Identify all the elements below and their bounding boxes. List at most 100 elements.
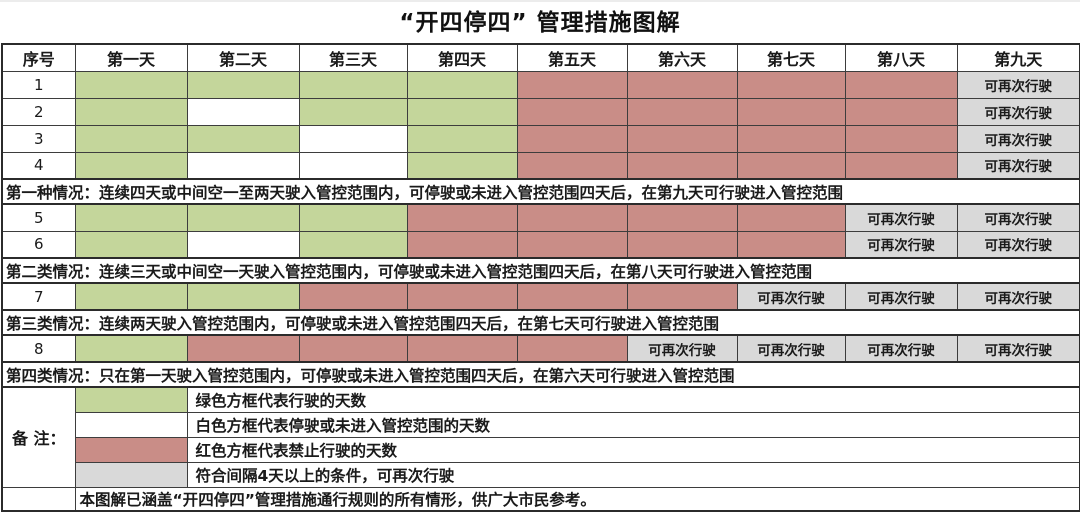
day-cell <box>406 282 518 311</box>
case-note-1: 第一种情况：连续四天或中间空一至两天驶入管控范围内，可停驶或未进入管控范围四天后… <box>1 178 1080 205</box>
legend-text-white: 白色方框代表停驶或未进入管控范围的天数 <box>186 411 1080 438</box>
row-number: 2 <box>1 97 76 126</box>
day-cell <box>298 230 408 259</box>
day-cell <box>626 124 738 153</box>
day-cell <box>298 282 408 311</box>
day-cell <box>74 334 188 363</box>
footer-note: 本图解已涵盖“开四停四”管理措施通行规则的所有情形，供广大市民参考。 <box>74 486 1080 512</box>
remarks-label: 备 注： <box>1 386 76 488</box>
day-cell <box>298 70 408 99</box>
legend-swatch-green <box>74 386 188 413</box>
day-cell <box>736 70 846 99</box>
day-cell <box>298 97 408 126</box>
row-number: 6 <box>1 230 76 259</box>
day-cell <box>406 230 518 259</box>
day-cell: 可再次行驶 <box>956 97 1080 126</box>
day-cell <box>516 203 628 232</box>
day-cell <box>516 282 628 311</box>
header-cell-index: 序号 <box>1 43 76 72</box>
row-number: 1 <box>1 70 76 99</box>
day-cell <box>298 203 408 232</box>
legend-row-white: 白色方框代表停驶或未进入管控范围的天数 <box>2 411 1080 438</box>
day-cell <box>516 97 628 126</box>
day-cell <box>736 124 846 153</box>
header-cell-day2: 第二天 <box>186 43 300 72</box>
day-cell: 可再次行驶 <box>626 334 738 363</box>
row-number: 7 <box>1 282 76 311</box>
day-cell <box>406 334 518 363</box>
day-cell: 可再次行驶 <box>956 282 1080 311</box>
case-note-text: 第一种情况：连续四天或中间空一至两天驶入管控范围内，可停驶或未进入管控范围四天后… <box>1 178 1080 205</box>
day-cell <box>626 282 738 311</box>
day-cell: 可再次行驶 <box>844 334 958 363</box>
empty-cell <box>1 486 76 512</box>
header-cell-day6: 第六天 <box>626 43 738 72</box>
table-row-7: 7 可再次行驶 可再次行驶 可再次行驶 <box>1 282 1080 311</box>
day-cell <box>736 151 846 180</box>
day-cell <box>186 151 300 180</box>
day-cell <box>74 203 188 232</box>
day-cell: 可再次行驶 <box>844 230 958 259</box>
header-cell-day3: 第三天 <box>298 43 408 72</box>
day-cell: 可再次行驶 <box>956 70 1080 99</box>
top-strip <box>0 0 1080 3</box>
day-cell <box>298 151 408 180</box>
day-cell: 可再次行驶 <box>956 203 1080 232</box>
day-cell: 可再次行驶 <box>736 282 846 311</box>
header-cell-day7: 第七天 <box>736 43 846 72</box>
legend-swatch-red <box>74 436 188 463</box>
case-note-text: 第二类情况：连续三天或中间空一天驶入管控范围内，可停驶或未进入管控范围四天后，在… <box>1 257 1080 284</box>
day-cell <box>186 70 300 99</box>
day-cell: 可再次行驶 <box>844 282 958 311</box>
day-cell <box>406 151 518 180</box>
day-cell <box>74 230 188 259</box>
table-row-2: 2 可再次行驶 <box>1 97 1080 126</box>
day-cell <box>626 151 738 180</box>
day-cell <box>298 334 408 363</box>
day-cell <box>74 151 188 180</box>
day-cell <box>186 97 300 126</box>
case-note-text: 第四类情况：只在第一天驶入管控范围内，可停驶或未进入管控范围四天后，在第六天可行… <box>1 361 1080 388</box>
legend-text-green: 绿色方框代表行驶的天数 <box>186 386 1080 413</box>
legend-row-green: 备 注： 绿色方框代表行驶的天数 <box>1 386 1080 488</box>
row-number: 3 <box>1 124 76 153</box>
table-row-8: 8 可再次行驶 可再次行驶 可再次行驶 可再次行驶 <box>1 334 1080 363</box>
day-cell: 可再次行驶 <box>956 230 1080 259</box>
header-cell-day5: 第五天 <box>516 43 628 72</box>
header-cell-day9: 第九天 <box>956 43 1080 72</box>
day-cell <box>516 70 628 99</box>
day-cell <box>74 97 188 126</box>
row-number: 5 <box>1 203 76 232</box>
day-cell <box>186 282 300 311</box>
day-cell <box>736 230 846 259</box>
legend-swatch-white <box>74 411 188 438</box>
day-cell <box>626 97 738 126</box>
header-cell-day4: 第四天 <box>406 43 518 72</box>
day-cell: 可再次行驶 <box>736 334 846 363</box>
day-cell <box>406 97 518 126</box>
day-cell <box>626 203 738 232</box>
table-row-4: 4 可再次行驶 <box>1 151 1080 180</box>
legend-row-gray: 符合间隔4天以上的条件，可再次行驶 <box>2 461 1080 488</box>
legend-swatch-gray <box>74 461 188 488</box>
header-row: 序号 第一天 第二天 第三天 第四天 第五天 第六天 第七天 第八天 第九天 <box>1 43 1080 72</box>
day-cell <box>516 124 628 153</box>
case-note-4: 第四类情况：只在第一天驶入管控范围内，可停驶或未进入管控范围四天后，在第六天可行… <box>1 361 1080 388</box>
day-cell <box>844 70 958 99</box>
day-cell <box>406 124 518 153</box>
legend-text-red: 红色方框代表禁止行驶的天数 <box>186 436 1080 463</box>
table-row-1: 1 可再次行驶 <box>1 70 1080 99</box>
legend-row-red: 红色方框代表禁止行驶的天数 <box>2 436 1080 463</box>
day-table: 序号 第一天 第二天 第三天 第四天 第五天 第六天 第七天 第八天 第九天 1 <box>1 43 1080 512</box>
day-cell <box>626 70 738 99</box>
day-cell <box>74 70 188 99</box>
day-cell <box>406 70 518 99</box>
row-number: 8 <box>1 334 76 363</box>
day-cell: 可再次行驶 <box>844 203 958 232</box>
day-cell <box>186 230 300 259</box>
legend-text-gray: 符合间隔4天以上的条件，可再次行驶 <box>186 461 1080 488</box>
day-cell <box>736 203 846 232</box>
table-row-6: 6 可再次行驶 可再次行驶 <box>1 230 1080 259</box>
table-row-5: 5 可再次行驶 可再次行驶 <box>1 203 1080 232</box>
